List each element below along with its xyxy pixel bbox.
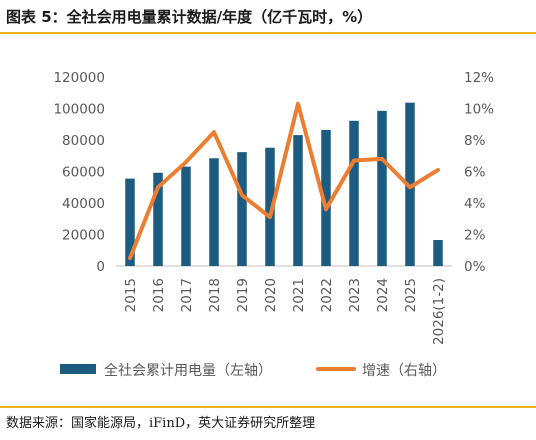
bar — [293, 135, 303, 266]
legend-bar-swatch — [60, 364, 96, 374]
title-divider — [0, 32, 536, 34]
bar — [237, 152, 247, 266]
left-tick-label: 40000 — [62, 196, 105, 212]
left-tick-label: 0 — [96, 259, 105, 275]
right-tick-label: 6% — [464, 165, 486, 181]
bar — [181, 166, 191, 266]
source-note: 数据来源：国家能源局，iFinD，英大证券研究所整理 — [6, 416, 316, 431]
chart: 0 20000 40000 60000 80000 100000 120000 0% 2% 4%… — [53, 70, 494, 379]
legend: 全社会累计用电量（左轴） 增速（右轴） — [60, 362, 446, 379]
growth-line — [128, 101, 440, 261]
x-tick-label: 2015 — [123, 278, 139, 312]
bar-series — [125, 102, 443, 266]
right-tick-label: 4% — [464, 196, 486, 212]
right-tick-label: 0% — [464, 259, 486, 275]
right-tick-label: 8% — [464, 133, 486, 149]
x-tick-label: 2025 — [403, 278, 419, 312]
legend-line-label: 增速（右轴） — [362, 363, 446, 379]
bar — [433, 240, 443, 266]
right-axis-ticks: 0% 2% 4% 6% 8% 10% 12% — [464, 70, 494, 275]
left-tick-label: 80000 — [62, 133, 105, 149]
figure-title: 图表 5：全社会用电量累计数据/年度（亿千瓦时，%） — [6, 8, 373, 26]
bar — [377, 110, 387, 266]
x-tick-label: 2022 — [319, 278, 335, 312]
right-tick-label: 2% — [464, 228, 486, 244]
x-tick-label: 2020 — [263, 278, 279, 312]
left-axis-ticks: 0 20000 40000 60000 80000 100000 120000 — [53, 70, 105, 275]
right-tick-label: 10% — [464, 102, 494, 118]
bar — [321, 129, 331, 266]
right-tick-label: 12% — [464, 70, 494, 86]
x-tick-label: 2017 — [179, 278, 195, 312]
legend-bar-label: 全社会累计用电量（左轴） — [104, 362, 272, 379]
x-tick-label: 2026(1-2) — [431, 278, 447, 345]
x-tick-label: 2018 — [207, 278, 223, 312]
x-tick-label: 2019 — [235, 278, 251, 312]
left-tick-label: 120000 — [53, 70, 105, 86]
bar — [209, 158, 219, 266]
bar — [153, 172, 163, 266]
x-tick-label: 2023 — [347, 278, 363, 312]
footer-divider — [0, 406, 536, 408]
x-tick-label: 2021 — [291, 278, 307, 312]
bar — [349, 120, 359, 266]
left-tick-label: 60000 — [62, 165, 105, 181]
bar — [125, 178, 135, 266]
left-tick-label: 100000 — [53, 102, 105, 118]
x-tick-label: 2024 — [375, 278, 391, 312]
left-tick-label: 20000 — [62, 228, 105, 244]
x-axis-ticks: 2015 2016 2017 2018 2019 2020 2021 2022 2023 2024… — [123, 278, 447, 345]
bar — [265, 147, 275, 266]
x-tick-label: 2016 — [151, 278, 167, 312]
bar — [405, 102, 415, 266]
